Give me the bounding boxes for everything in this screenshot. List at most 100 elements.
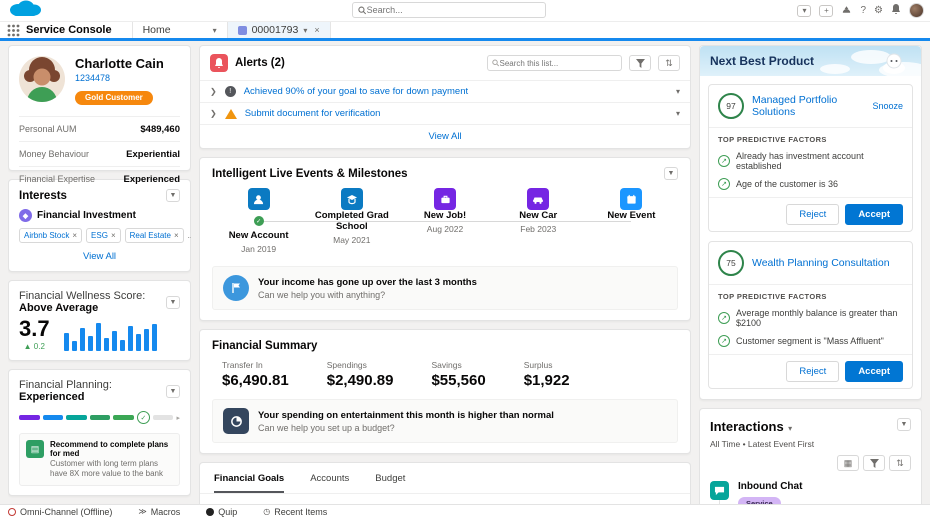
budget-chart-icon [223, 408, 249, 434]
customer-id-link[interactable]: 1234478 [75, 73, 164, 83]
snooze-link[interactable]: Snooze [872, 101, 903, 111]
reject-button[interactable]: Reject [786, 361, 839, 382]
tab-budget[interactable]: Budget [375, 473, 405, 493]
tab-financial-goals[interactable]: Financial Goals [214, 473, 284, 493]
expand-chevron-icon[interactable]: ❯ [210, 109, 217, 118]
factor-row: ↗ Customer segment is "Mass Affluent" [718, 335, 903, 347]
chip-label: ESG [91, 231, 108, 240]
chevron-down-icon[interactable]: ▼ [664, 167, 678, 180]
filter-icon[interactable] [629, 55, 651, 71]
chip-label: Airbnb Stock [24, 231, 69, 240]
alerts-search-input[interactable] [500, 59, 617, 68]
metric-value: $2,490.89 [327, 372, 394, 389]
product-link[interactable]: Managed Portfolio Solutions [752, 94, 864, 118]
recommendation-title: Recommend to complete plans for med [50, 440, 173, 458]
global-actions-icon[interactable]: + [819, 5, 833, 17]
positive-factor-icon: ↗ [718, 312, 730, 324]
planning-title: Financial Planning: Experienced [19, 379, 166, 403]
alerts-search[interactable] [487, 55, 622, 71]
app-launcher-icon[interactable] [0, 22, 26, 38]
new-event-icon [620, 188, 642, 210]
interest-chip[interactable]: Real Estate× [125, 228, 184, 243]
interests-view-all-link[interactable]: View All [83, 251, 116, 262]
interaction-title: Inbound Chat [738, 481, 911, 492]
expand-chevron-icon[interactable]: ❯ [210, 87, 217, 96]
macros-icon: ≫ [138, 507, 146, 516]
filter-icon[interactable] [863, 455, 885, 471]
chevron-down-icon[interactable]: ▼ [166, 189, 180, 202]
chevron-down-icon[interactable]: ▾ [303, 26, 307, 35]
accept-button[interactable]: Accept [845, 361, 903, 382]
customer-profile-card: Charlotte Cain 1234478 Gold Customer Per… [8, 45, 191, 171]
alert-row[interactable]: ❯ ! Achieved 90% of your goal to save fo… [200, 80, 690, 102]
alert-link[interactable]: Achieved 90% of your goal to save for do… [244, 86, 668, 97]
user-avatar[interactable] [909, 3, 924, 18]
row-actions-icon[interactable]: ▾ [676, 109, 680, 118]
milestone-item[interactable]: Completed Grad School May 2021 [305, 188, 398, 254]
chevron-down-icon[interactable]: ▾ [213, 26, 217, 35]
new-job-icon [434, 188, 456, 210]
sort-icon[interactable]: ⇅ [658, 55, 680, 71]
tab-accounts[interactable]: Accounts [310, 473, 349, 493]
investment-category-icon: ◆ [19, 209, 32, 222]
reject-button[interactable]: Reject [786, 204, 839, 225]
chevron-right-icon[interactable]: ▸ [176, 414, 180, 422]
chevron-down-icon[interactable]: ▼ [166, 385, 180, 398]
chevron-down-icon[interactable]: ▼ [897, 418, 911, 431]
favorites-dropdown-icon[interactable]: ▾ [797, 5, 811, 17]
alerts-card: Alerts (2) ⇅ ❯ ! Achieved 90% of your go… [199, 45, 691, 149]
interests-card: Interests ▼ ◆ Financial Investment Airbn… [8, 179, 191, 272]
salesforce-logo-icon [8, 0, 42, 23]
interest-chip[interactable]: ESG× [86, 228, 121, 243]
milestone-item[interactable]: New Event [585, 188, 678, 254]
sort-icon[interactable]: ⇅ [889, 455, 911, 471]
quip-button[interactable]: Quip [206, 507, 237, 517]
right-column: Next Best Product 97 Managed Portfolio S… [699, 45, 922, 504]
milestone-complete-icon: ✓ [254, 216, 264, 226]
alert-row[interactable]: ❯ Submit document for verification ▾ [200, 102, 690, 124]
milestone-item[interactable]: ✓ New Account Jan 2019 [212, 188, 305, 254]
metric-label: Surplus [524, 360, 570, 370]
setup-icon[interactable]: ⚙ [874, 6, 883, 16]
alerts-view-all-link[interactable]: View All [428, 131, 461, 142]
customer-avatar [19, 56, 65, 107]
tab-record-00001793[interactable]: 00001793 ▾ × [227, 22, 331, 38]
row-actions-icon[interactable]: ▾ [676, 87, 680, 96]
guidance-icon[interactable] [841, 5, 852, 17]
help-icon[interactable]: ? [860, 6, 866, 16]
global-search-input[interactable] [367, 5, 540, 15]
accept-button[interactable]: Accept [845, 204, 903, 225]
remove-chip-icon[interactable]: × [72, 231, 77, 240]
close-tab-icon[interactable]: × [314, 25, 319, 35]
timeline-view-icon[interactable]: ▦ [837, 455, 859, 471]
tab-home[interactable]: Home ▾ [132, 22, 227, 38]
recent-items-button[interactable]: ◷ Recent Items [263, 507, 327, 517]
remove-chip-icon[interactable]: × [174, 231, 179, 240]
milestone-item[interactable]: New Job! Aug 2022 [398, 188, 491, 254]
chevron-down-icon[interactable]: ▾ [788, 424, 792, 433]
warning-icon [225, 109, 237, 119]
remove-chip-icon[interactable]: × [111, 231, 116, 240]
goals-tabs-card: Financial Goals Accounts Budget Down Pay… [199, 462, 691, 504]
interest-chip[interactable]: Airbnb Stock× [19, 228, 82, 243]
factor-text: Already has investment account establish… [736, 151, 903, 171]
metric-label: Transfer In [222, 360, 289, 370]
field-value: Experiential [126, 149, 180, 160]
next-best-product-card: Next Best Product 97 Managed Portfolio S… [699, 45, 922, 400]
alert-link[interactable]: Submit document for verification [245, 108, 668, 119]
omni-channel-button[interactable]: Omni-Channel (Offline) [8, 507, 112, 517]
wellness-score-delta: ▲ 0.2 [19, 342, 50, 351]
customer-name: Charlotte Cain [75, 56, 164, 71]
summary-metric: Savings $55,560 [431, 360, 485, 389]
chevron-down-icon[interactable]: ▼ [166, 296, 180, 309]
global-search[interactable] [352, 2, 546, 18]
notifications-icon[interactable] [891, 4, 901, 17]
interactions-title: Interactions [710, 419, 784, 434]
milestone-item[interactable]: New Car Feb 2023 [492, 188, 585, 254]
macros-button[interactable]: ≫ Macros [138, 507, 180, 517]
interaction-item[interactable]: Inbound Chat Service Chat | Website Chat… [710, 481, 911, 504]
product-link[interactable]: Wealth Planning Consultation [752, 257, 903, 269]
chip-label: Real Estate [130, 231, 171, 240]
summary-title: Financial Summary [212, 340, 678, 352]
search-icon [492, 59, 500, 67]
